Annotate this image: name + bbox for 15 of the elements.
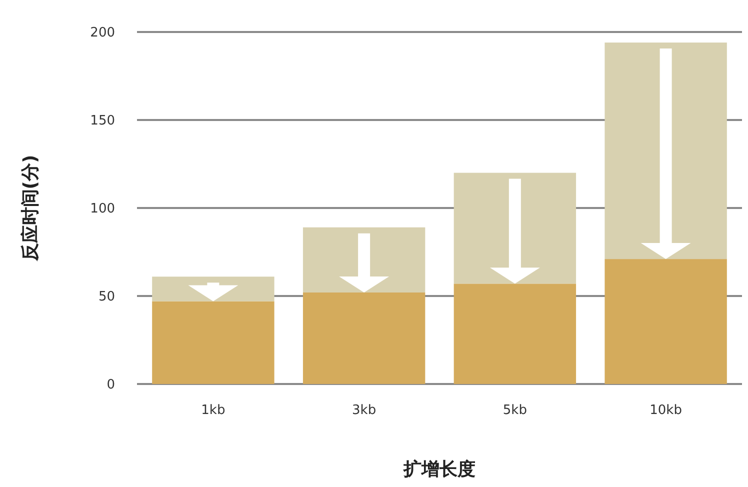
- x-tick-label: 3kb: [352, 403, 376, 418]
- y-tick-label: 50: [98, 290, 115, 305]
- y-tick-label: 150: [90, 114, 115, 129]
- y-tick-label: 0: [106, 378, 115, 393]
- y-tick-label: 100: [90, 202, 115, 217]
- y-axis-title: 反应时间(分): [20, 154, 41, 262]
- bar: [604, 259, 727, 384]
- x-tick-label: 5kb: [502, 403, 527, 418]
- bar: [152, 301, 274, 384]
- x-axis-title: 扩增长度: [402, 459, 476, 480]
- bar: [454, 284, 576, 384]
- x-tick-label: 10kb: [650, 403, 682, 418]
- bar: [302, 292, 426, 384]
- x-tick-label: 1kb: [201, 403, 226, 418]
- y-tick-label: 200: [90, 26, 115, 41]
